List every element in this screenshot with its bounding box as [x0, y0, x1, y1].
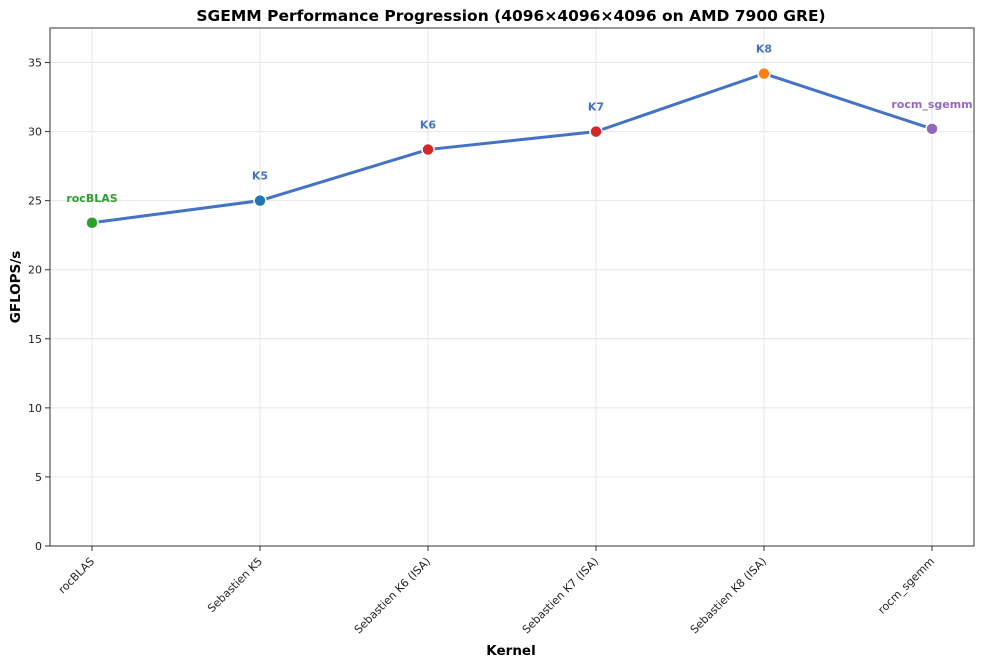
y-tick-label: 10 [28, 402, 42, 415]
y-tick-label: 5 [35, 471, 42, 484]
point-label: K8 [756, 43, 772, 56]
y-tick-label: 20 [28, 264, 42, 277]
y-tick-label: 35 [28, 57, 42, 70]
point-label: rocm_sgemm [891, 98, 972, 111]
x-tick-label: rocm_sgemm [875, 555, 937, 617]
y-tick-label: 25 [28, 195, 42, 208]
data-point [757, 66, 771, 81]
x-tick-label: rocBLAS [56, 555, 97, 596]
point-label: K5 [252, 170, 268, 183]
grid-lines [50, 28, 974, 547]
series-line [91, 72, 933, 225]
series-line-layer [91, 72, 933, 225]
data-point [421, 142, 435, 157]
x-tick-label: Sebastien K5 [205, 555, 265, 615]
data-points: rocBLAS K5 K6 K7 K8 rocm_sgemm [66, 43, 973, 230]
data-point [589, 124, 603, 139]
data-point [85, 216, 99, 230]
data-point [253, 193, 267, 208]
y-tick-label: 0 [35, 540, 42, 553]
y-axis-label: GFLOPS/s [8, 251, 24, 323]
y-tick-label: 15 [28, 333, 42, 346]
x-tick-label: Sebastien K7 (ISA) [520, 555, 601, 636]
point-label: rocBLAS [66, 192, 117, 205]
data-point [925, 122, 939, 136]
x-tick-label: Sebastien K8 (ISA) [688, 555, 769, 636]
x-axis-label: Kernel [486, 643, 535, 659]
chart-title: SGEMM Performance Progression (4096×4096… [196, 7, 825, 25]
point-label: K6 [420, 119, 437, 132]
x-tick-label: Sebastien K6 (ISA) [352, 555, 433, 636]
point-label: K7 [588, 101, 604, 114]
plot-frame [49, 27, 975, 547]
y-tick-label: 30 [28, 126, 42, 139]
